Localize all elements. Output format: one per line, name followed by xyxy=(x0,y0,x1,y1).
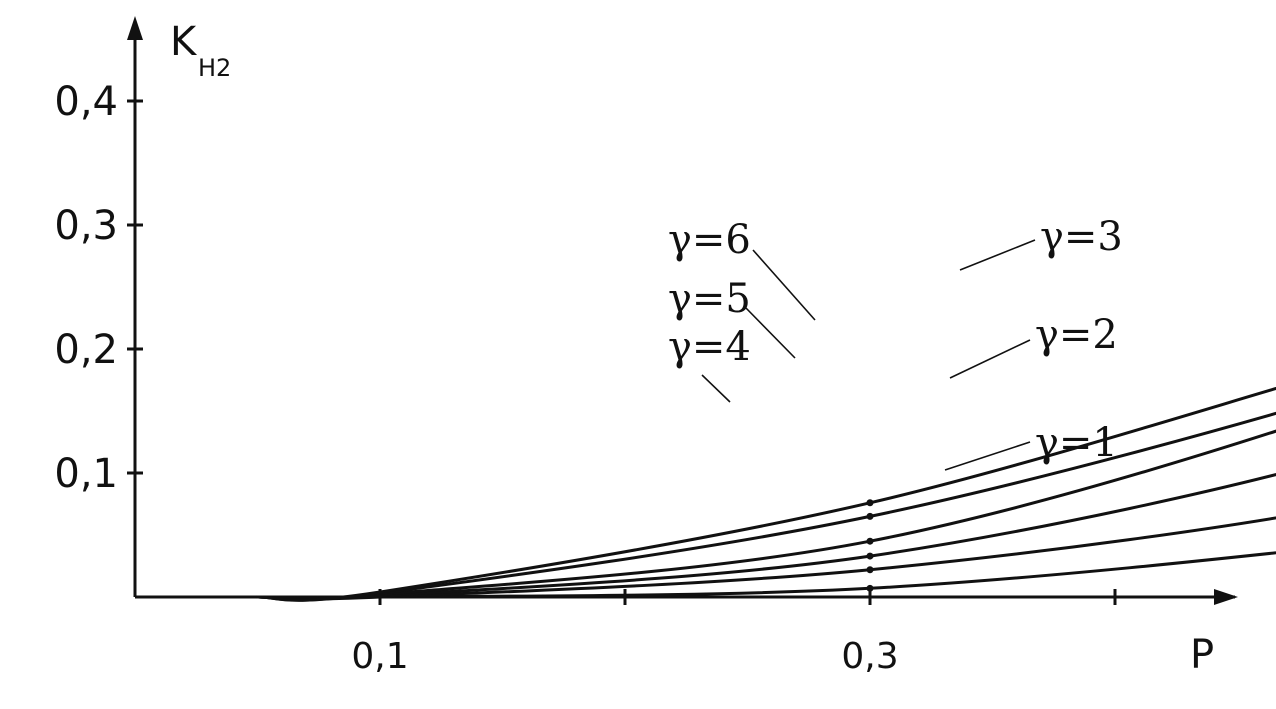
leader-line-gamma-6 xyxy=(752,249,816,321)
label-leaders xyxy=(701,239,1036,471)
y-tick-label: 0,1 xyxy=(54,451,118,497)
leader-line-gamma-4 xyxy=(701,374,731,403)
data-point-gamma-1 xyxy=(866,584,874,592)
x-tick-label: 0,3 xyxy=(841,636,898,677)
series-line-gamma-4 xyxy=(256,429,1276,601)
series-label-gamma-1: γ=1 xyxy=(1035,420,1118,466)
y-axis-label: K xyxy=(170,19,198,65)
series-line-gamma-1 xyxy=(256,551,1276,600)
y-tick-label: 0,2 xyxy=(54,327,118,373)
y-tick-label: 0,4 xyxy=(54,79,118,125)
series-label-gamma-2: γ=2 xyxy=(1035,312,1118,358)
series-label-gamma-4: γ=4 xyxy=(668,324,751,370)
series-label-gamma-6: γ=6 xyxy=(668,217,751,263)
leader-line-gamma-1 xyxy=(944,441,1031,471)
leader-line-gamma-5 xyxy=(744,306,796,359)
labels: PKH20,10,30,50,70,10,20,30,4γ=1γ=2γ=3γ=4… xyxy=(54,19,1214,678)
series-line-gamma-3 xyxy=(256,472,1276,601)
y-axis-arrow xyxy=(127,16,143,40)
data-point-gamma-2 xyxy=(866,566,874,574)
series-label-gamma-5: γ=5 xyxy=(668,276,751,322)
series-line-gamma-6 xyxy=(256,386,1276,602)
data-point-gamma-5 xyxy=(866,512,874,520)
series-line-gamma-5 xyxy=(256,411,1276,602)
x-tick-label: 0,1 xyxy=(351,636,408,677)
x-axis-label: P xyxy=(1190,632,1214,678)
data-point-gamma-6 xyxy=(866,499,874,507)
series-label-gamma-3: γ=3 xyxy=(1040,214,1123,260)
x-axis-arrow xyxy=(1214,589,1238,605)
curves xyxy=(256,386,1276,602)
data-point-gamma-4 xyxy=(866,537,874,545)
leader-line-gamma-3 xyxy=(959,239,1036,271)
data-points xyxy=(866,499,874,592)
data-point-gamma-3 xyxy=(866,552,874,560)
y-tick-label: 0,3 xyxy=(54,203,118,249)
series-line-gamma-2 xyxy=(256,516,1276,601)
leader-line-gamma-2 xyxy=(949,339,1031,379)
y-axis-label-subscript: H2 xyxy=(198,54,231,82)
